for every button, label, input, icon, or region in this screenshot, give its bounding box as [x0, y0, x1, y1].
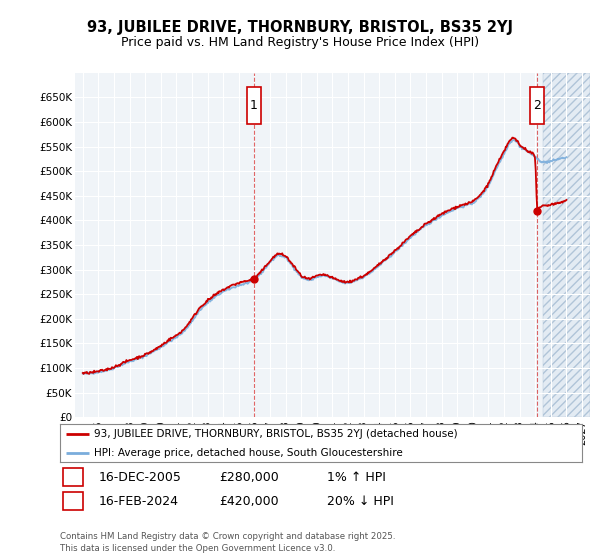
FancyBboxPatch shape — [530, 87, 544, 124]
Text: 2: 2 — [533, 99, 541, 112]
Text: 1: 1 — [250, 99, 258, 112]
Text: Contains HM Land Registry data © Crown copyright and database right 2025.
This d: Contains HM Land Registry data © Crown c… — [60, 533, 395, 553]
Text: Price paid vs. HM Land Registry's House Price Index (HPI): Price paid vs. HM Land Registry's House … — [121, 36, 479, 49]
Text: 16-FEB-2024: 16-FEB-2024 — [99, 494, 179, 508]
Bar — [543, 73, 590, 417]
Text: 93, JUBILEE DRIVE, THORNBURY, BRISTOL, BS35 2YJ: 93, JUBILEE DRIVE, THORNBURY, BRISTOL, B… — [87, 20, 513, 35]
FancyBboxPatch shape — [247, 87, 261, 124]
Text: HPI: Average price, detached house, South Gloucestershire: HPI: Average price, detached house, Sout… — [94, 448, 403, 458]
Text: £420,000: £420,000 — [219, 494, 278, 508]
Text: 93, JUBILEE DRIVE, THORNBURY, BRISTOL, BS35 2YJ (detached house): 93, JUBILEE DRIVE, THORNBURY, BRISTOL, B… — [94, 429, 458, 439]
Bar — [543, 73, 590, 417]
Text: 1: 1 — [69, 470, 77, 484]
Text: 20% ↓ HPI: 20% ↓ HPI — [327, 494, 394, 508]
Text: 16-DEC-2005: 16-DEC-2005 — [99, 470, 182, 484]
Text: 1% ↑ HPI: 1% ↑ HPI — [327, 470, 386, 484]
Text: £280,000: £280,000 — [219, 470, 279, 484]
Text: 2: 2 — [69, 494, 77, 508]
